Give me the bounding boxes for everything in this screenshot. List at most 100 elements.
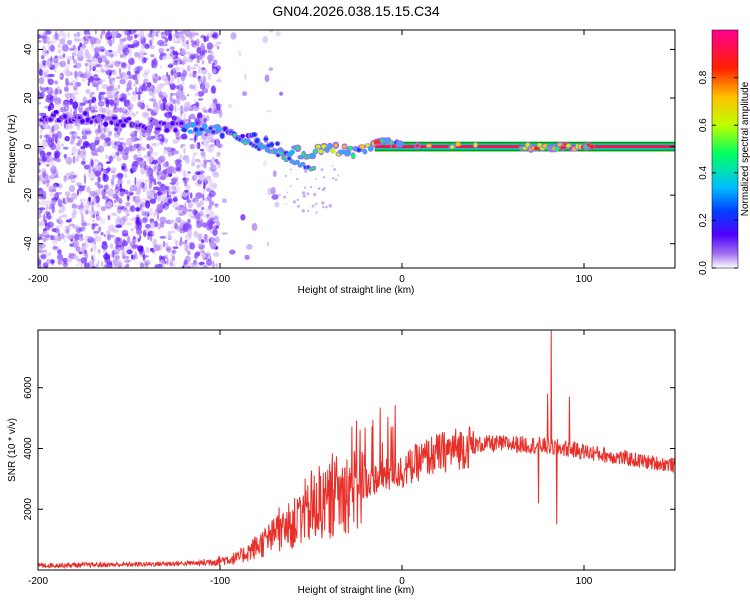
noise-blob (206, 255, 212, 261)
noise-blob (171, 76, 174, 85)
noise-blob (210, 242, 217, 250)
noise-blob (63, 260, 67, 265)
noise-blob (151, 60, 155, 69)
noise-blob (38, 176, 41, 181)
noise-blob (197, 164, 200, 169)
noise-blob (210, 110, 213, 114)
noise-blob (186, 173, 189, 177)
noise-blob (133, 66, 141, 75)
noise-blob (87, 236, 94, 244)
colorbar-tick-label: 0.4 (698, 165, 709, 179)
noise-blob (173, 195, 178, 199)
noise-blob (85, 88, 91, 95)
noise-blob (196, 59, 200, 64)
noise-blob (134, 34, 138, 39)
noise-blob (211, 182, 218, 189)
noise-blob (122, 73, 129, 81)
noise-blob (107, 215, 111, 221)
noise-blob (77, 45, 81, 51)
noise-blob (45, 98, 48, 102)
noise-blob (51, 163, 55, 168)
noise-blob (167, 172, 173, 177)
noise-blob (111, 189, 118, 196)
ridge-core (126, 117, 132, 121)
noise-blob (50, 234, 54, 240)
noise-blob (68, 174, 75, 180)
noise-blob (202, 193, 205, 201)
noise-blob (144, 181, 147, 185)
noise-blob (240, 214, 246, 221)
noise-blob (203, 233, 209, 241)
noise-blob (62, 44, 70, 52)
noise-blob (125, 201, 131, 207)
noise-blob (323, 186, 326, 190)
noise-blob (177, 106, 184, 112)
noise-blob (127, 63, 131, 72)
noise-blob (211, 157, 215, 160)
noise-blob (179, 227, 183, 234)
noise-blob (133, 250, 138, 259)
noise-blob (227, 103, 233, 109)
noise-blob (103, 63, 111, 68)
noise-blob (244, 73, 247, 80)
noise-blob (153, 178, 157, 184)
noise-blob (117, 248, 122, 252)
noise-blob (104, 206, 112, 210)
noise-blob (135, 207, 141, 212)
noise-blob (302, 194, 306, 198)
ridge-core (287, 157, 291, 160)
noise-blob (39, 233, 45, 238)
noise-blob (67, 234, 75, 240)
noise-blob (79, 42, 83, 48)
noise-blob (42, 156, 47, 163)
noise-blob (124, 63, 128, 68)
noise-blob (146, 32, 152, 37)
noise-blob (128, 109, 134, 118)
noise-blob (163, 174, 169, 178)
noise-blob (229, 249, 236, 255)
noise-blob (163, 103, 166, 111)
noise-blob (43, 237, 47, 242)
noise-blob (172, 62, 179, 66)
noise-blob (165, 138, 168, 145)
ridge-core (455, 142, 461, 147)
noise-blob (266, 241, 270, 247)
noise-blob (129, 217, 137, 222)
noise-blob (169, 230, 176, 234)
ridge-core (397, 142, 403, 146)
noise-blob (172, 176, 179, 180)
ridge-core (450, 145, 455, 149)
noise-blob (175, 30, 178, 34)
noise-blob (264, 74, 270, 83)
noise-blob (137, 32, 145, 41)
noise-blob (97, 100, 105, 107)
noise-blob (251, 223, 258, 231)
noise-blob (107, 193, 110, 201)
noise-blob (132, 43, 137, 47)
noise-blob (105, 230, 111, 235)
noise-blob (95, 69, 102, 73)
noise-blob (180, 145, 184, 149)
noise-blob (137, 238, 141, 242)
noise-blob (54, 175, 59, 179)
noise-blob (145, 57, 149, 61)
noise-blob (286, 191, 289, 194)
noise-blob (159, 51, 163, 55)
noise-blob (131, 94, 137, 102)
noise-blob (83, 127, 86, 137)
noise-blob (216, 45, 220, 50)
noise-blob (48, 185, 54, 193)
noise-blob (115, 30, 119, 35)
noise-blob (136, 228, 143, 236)
noise-blob (70, 80, 77, 88)
ridge-core (77, 116, 82, 120)
ridge-core (560, 146, 566, 150)
noise-blob (71, 203, 77, 209)
noise-blob (262, 160, 267, 167)
noise-blob (156, 263, 163, 268)
noise-blob (52, 56, 59, 64)
noise-blob (242, 91, 248, 97)
noise-blob (202, 155, 207, 160)
noise-blob (54, 55, 58, 59)
noise-blob (64, 86, 69, 92)
